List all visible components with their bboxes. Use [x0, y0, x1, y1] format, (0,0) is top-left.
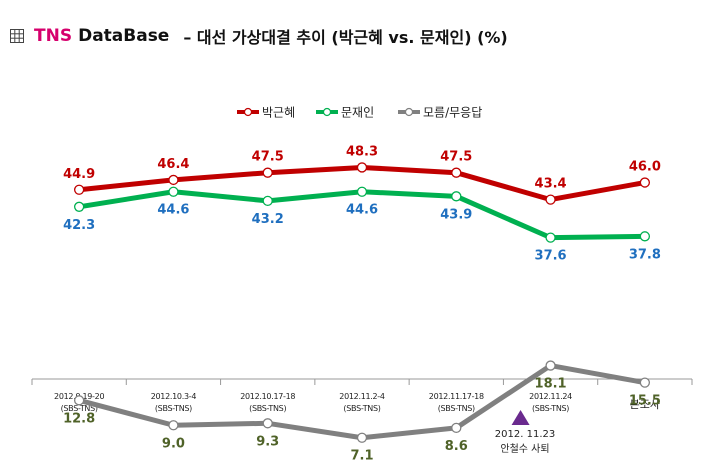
- data-point: [639, 377, 651, 388]
- data-label: 7.1: [350, 449, 373, 462]
- x-tick-label: (SBS-TNS): [532, 404, 569, 413]
- data-point: [168, 174, 179, 186]
- data-point: [262, 195, 273, 207]
- data-point: [545, 194, 556, 205]
- data-label: 46.0: [629, 160, 661, 175]
- x-tick-label: (SBS-TNS): [249, 404, 286, 413]
- data-point: [73, 184, 85, 195]
- legend-marker: [404, 107, 414, 117]
- annotation-marker-icon: [511, 410, 530, 425]
- data-label: 9.3: [256, 434, 279, 449]
- annotation-date: 2012. 11.23: [494, 429, 556, 440]
- legend-label: 모름/무응답: [423, 106, 482, 120]
- data-label: 48.3: [346, 144, 378, 159]
- data-point: [451, 422, 462, 434]
- data-point: [73, 201, 85, 212]
- data-label: 9.0: [162, 436, 185, 451]
- brand-name: TNS: [34, 26, 73, 46]
- data-point: [545, 232, 556, 243]
- data-label: 37.8: [629, 247, 661, 262]
- legend-label: 박근혜: [262, 106, 295, 120]
- legend-marker: [322, 107, 332, 117]
- data-label: 43.4: [535, 177, 567, 192]
- data-label: 47.5: [440, 150, 472, 165]
- data-label: 47.5: [252, 150, 284, 165]
- x-tick-label: 2012.10.3-4: [151, 392, 197, 401]
- x-tick-label: (SBS-TNS): [155, 404, 192, 413]
- x-tick-label: 본조사: [630, 398, 660, 411]
- data-label: 37.6: [535, 249, 567, 264]
- data-label: 44.9: [63, 167, 95, 182]
- chart-header: TNS DataBase – 대선 가상대결 추이 (박근혜 vs. 문재인) …: [10, 22, 508, 50]
- data-point: [356, 186, 368, 197]
- data-label: 46.4: [157, 157, 189, 172]
- annotation-note: 2012. 11.23 안철수 사퇴: [478, 427, 572, 457]
- data-point: [168, 186, 179, 197]
- data-label: 44.6: [157, 203, 189, 218]
- x-tick-label: (SBS-TNS): [61, 404, 98, 413]
- data-point: [356, 162, 368, 173]
- data-point: [545, 360, 556, 371]
- x-tick-label: (SBS-TNS): [343, 404, 380, 413]
- database-label: DataBase: [78, 26, 170, 46]
- x-tick-label: (SBS-TNS): [438, 404, 475, 413]
- legend-marker: [243, 107, 253, 117]
- data-point: [73, 395, 85, 406]
- data-label: 8.6: [445, 439, 468, 454]
- data-label: 42.3: [63, 218, 95, 233]
- x-tick-label: 2012.11.17-18: [429, 392, 484, 401]
- data-point: [168, 420, 179, 431]
- data-point: [451, 167, 462, 178]
- data-label: 12.8: [63, 411, 95, 426]
- data-point: [262, 167, 273, 178]
- data-point: [262, 418, 273, 429]
- data-point: [356, 432, 368, 443]
- data-label: 43.9: [440, 207, 472, 222]
- data-label: 18.1: [535, 377, 567, 392]
- data-point: [639, 177, 651, 188]
- data-label: 15.5: [629, 394, 661, 409]
- data-point: [451, 191, 462, 202]
- data-label: 43.2: [252, 212, 284, 227]
- data-point: [639, 231, 651, 242]
- legend-label: 문재인: [341, 106, 374, 120]
- x-tick-label: 2012.11.2-4: [339, 392, 385, 401]
- annotation-text: 안철수 사퇴: [500, 444, 550, 455]
- table-grid-icon: [10, 29, 24, 43]
- data-label: 44.6: [346, 203, 378, 218]
- chart-title: – 대선 가상대결 추이 (박근혜 vs. 문재인) (%): [183, 28, 508, 47]
- x-tick-label: 2012.11.24: [529, 392, 572, 401]
- x-tick-label: 2012.10.17-18: [240, 392, 295, 401]
